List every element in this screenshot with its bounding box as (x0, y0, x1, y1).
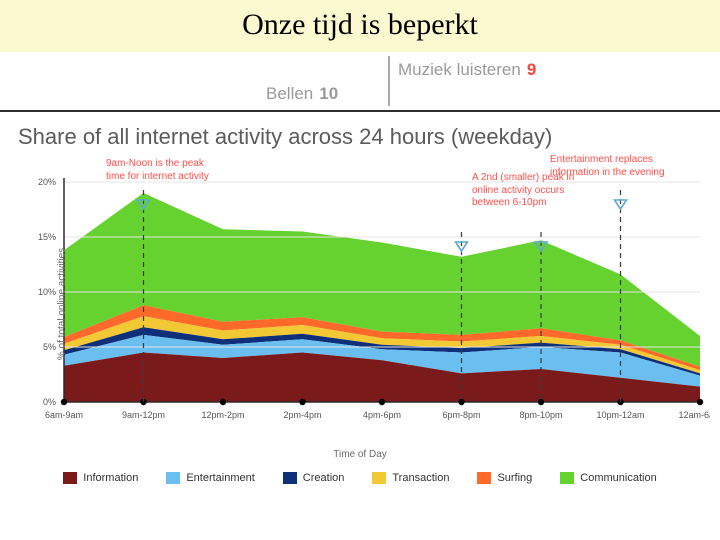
tab-label: Bellen (266, 84, 313, 104)
svg-text:4pm-6pm: 4pm-6pm (363, 410, 401, 420)
legend-label: Communication (580, 472, 656, 484)
svg-text:2pm-4pm: 2pm-4pm (283, 410, 321, 420)
title-band: Onze tijd is beperkt (0, 0, 720, 52)
tab-rank: 10 (319, 84, 338, 104)
legend-swatch (63, 472, 77, 484)
legend-label: Entertainment (186, 472, 254, 484)
tab-label: Muziek luisteren (398, 60, 521, 80)
legend-item: Communication (560, 472, 656, 484)
svg-text:8pm-10pm: 8pm-10pm (519, 410, 562, 420)
legend-swatch (477, 472, 491, 484)
legend-item: Entertainment (166, 472, 254, 484)
svg-text:20%: 20% (38, 177, 56, 187)
svg-text:12am-6am: 12am-6am (678, 410, 710, 420)
tab-rank: 9 (527, 60, 536, 80)
svg-text:6pm-8pm: 6pm-8pm (442, 410, 480, 420)
chart-annotation: 9am-Noon is the peaktime for internet ac… (106, 158, 209, 183)
legend-item: Creation (283, 472, 345, 484)
legend-item: Information (63, 472, 138, 484)
legend-label: Information (83, 472, 138, 484)
svg-text:10pm-12am: 10pm-12am (596, 410, 644, 420)
chart-title: Share of all internet activity across 24… (0, 112, 720, 154)
y-axis-label: % of total online activities (57, 248, 68, 360)
legend-item: Transaction (372, 472, 449, 484)
legend-label: Transaction (392, 472, 449, 484)
tab-muziek: Muziek luisteren 9 (398, 60, 536, 80)
legend-swatch (283, 472, 297, 484)
stacked-area-chart: 0% 5% 10% 15% 20% 6am-9am 9am-12pm 12pm-2pm 2pm-… (10, 154, 710, 454)
legend-swatch (166, 472, 180, 484)
svg-text:12pm-2pm: 12pm-2pm (201, 410, 244, 420)
tab-bellen: Bellen 10 (266, 84, 338, 104)
svg-text:5%: 5% (43, 342, 56, 352)
svg-text:9am-12pm: 9am-12pm (122, 410, 165, 420)
chart-area: 0% 5% 10% 15% 20% 6am-9am 9am-12pm 12pm-2pm 2pm-… (10, 154, 710, 454)
svg-text:6am-9am: 6am-9am (45, 410, 83, 420)
legend-swatch (372, 472, 386, 484)
chart-annotation: Entertainment replacesinformation in the… (550, 154, 665, 179)
x-axis-label: Time of Day (333, 449, 387, 460)
svg-text:10%: 10% (38, 287, 56, 297)
legend-label: Creation (303, 472, 345, 484)
legend-item: Surfing (477, 472, 532, 484)
page-title: Onze tijd is beperkt (0, 8, 720, 42)
legend-label: Surfing (497, 472, 532, 484)
svg-text:15%: 15% (38, 232, 56, 242)
tab-separator (388, 56, 390, 106)
legend-swatch (560, 472, 574, 484)
svg-text:0%: 0% (43, 397, 56, 407)
tab-row: Bellen 10 Muziek luisteren 9 (0, 52, 720, 110)
